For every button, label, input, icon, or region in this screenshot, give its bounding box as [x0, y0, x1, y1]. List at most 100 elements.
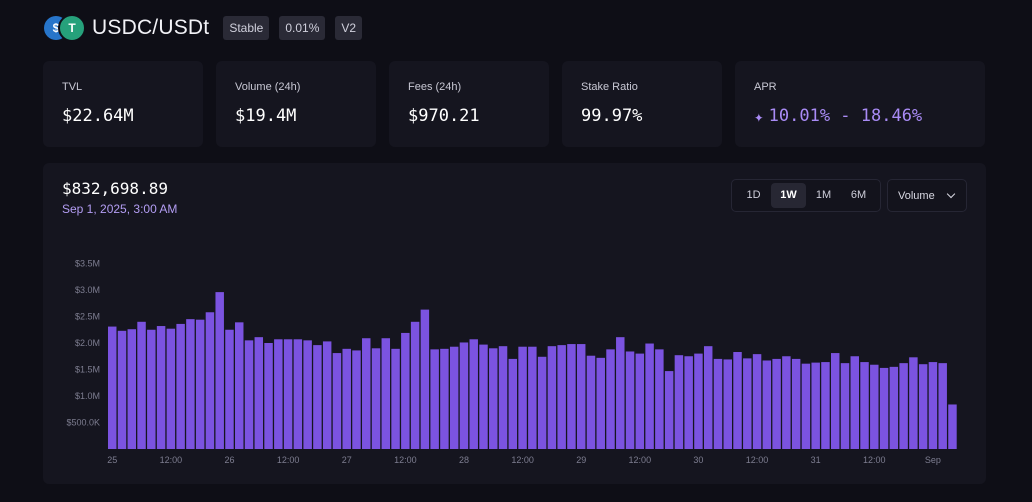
volume-bar[interactable]	[108, 326, 117, 449]
volume-bar[interactable]	[166, 328, 176, 449]
volume-bar[interactable]	[235, 322, 244, 449]
volume-bar[interactable]	[684, 356, 693, 449]
volume-bar[interactable]	[352, 350, 361, 449]
volume-bar[interactable]	[440, 348, 449, 449]
volume-bar[interactable]	[811, 362, 820, 449]
volume-bar[interactable]	[625, 351, 635, 449]
volume-bar[interactable]	[303, 340, 312, 449]
volume-bar[interactable]	[899, 363, 908, 449]
volume-bar[interactable]	[244, 340, 254, 449]
volume-bar[interactable]	[772, 358, 781, 449]
x-tick-label: 12:00	[629, 455, 652, 465]
volume-bar[interactable]	[117, 330, 127, 449]
volume-bar[interactable]	[215, 292, 224, 449]
volume-bar[interactable]	[606, 349, 615, 449]
volume-bar[interactable]	[147, 329, 156, 449]
volume-bar[interactable]	[469, 339, 478, 449]
volume-bar[interactable]	[518, 346, 527, 449]
volume-bar[interactable]	[733, 352, 742, 449]
volume-bar[interactable]	[391, 348, 400, 449]
volume-bar[interactable]	[664, 371, 674, 449]
volume-bar[interactable]	[703, 346, 713, 449]
volume-bar[interactable]	[596, 357, 605, 449]
volume-bar[interactable]	[371, 348, 381, 449]
volume-bar[interactable]	[840, 363, 850, 449]
volume-bar[interactable]	[860, 362, 869, 449]
hover-date: Sep 1, 2025, 3:00 AM	[62, 202, 178, 216]
volume-bar[interactable]	[782, 356, 791, 449]
volume-bar[interactable]	[156, 326, 166, 449]
volume-bar[interactable]	[381, 338, 391, 449]
volume-bar[interactable]	[322, 341, 332, 449]
volume-bar[interactable]	[645, 343, 654, 449]
volume-bar[interactable]	[948, 404, 957, 449]
volume-bar[interactable]	[723, 359, 732, 449]
volume-bar[interactable]	[332, 353, 342, 449]
x-tick-label: 12:00	[863, 455, 886, 465]
volume-bar[interactable]	[694, 353, 703, 449]
volume-bar[interactable]	[254, 337, 264, 449]
volume-bar[interactable]	[508, 358, 518, 449]
volume-bar[interactable]	[567, 344, 576, 449]
range-tab-6m[interactable]: 6M	[850, 189, 867, 201]
volume-bar[interactable]	[401, 332, 410, 449]
volume-bar[interactable]	[313, 345, 322, 449]
volume-bar[interactable]	[449, 346, 459, 449]
volume-bar[interactable]	[264, 343, 273, 449]
volume-bar[interactable]	[410, 321, 420, 449]
volume-bar[interactable]	[479, 344, 488, 449]
volume-bar[interactable]	[870, 364, 879, 449]
volume-bar[interactable]	[489, 348, 498, 449]
metric-select[interactable]: Volume	[887, 179, 967, 212]
volume-bar[interactable]	[205, 312, 215, 449]
volume-bar[interactable]	[528, 346, 537, 449]
volume-bar[interactable]	[918, 364, 928, 449]
volume-bar[interactable]	[586, 355, 596, 449]
range-tab-1d[interactable]: 1D	[746, 189, 761, 201]
volume-chart[interactable]: $500.0K $1.0M $1.5M $2.0M $2.5M $3.0M $3.5M 25 1…	[43, 163, 986, 484]
volume-bar[interactable]	[743, 358, 752, 449]
volume-bar[interactable]	[342, 348, 351, 449]
volume-bar[interactable]	[274, 339, 283, 449]
volume-bar[interactable]	[137, 321, 146, 449]
volume-bar[interactable]	[283, 339, 293, 449]
volume-bar[interactable]	[889, 366, 899, 449]
volume-bar[interactable]	[557, 345, 566, 449]
volume-bar[interactable]	[635, 353, 645, 449]
volume-bar[interactable]	[293, 339, 303, 449]
volume-bar[interactable]	[459, 342, 469, 449]
volume-bar[interactable]	[176, 323, 185, 449]
volume-bar[interactable]	[801, 363, 811, 449]
volume-bar[interactable]	[909, 357, 918, 449]
volume-bar[interactable]	[850, 356, 859, 449]
volume-bar[interactable]	[186, 319, 195, 449]
volume-bar[interactable]	[762, 360, 772, 449]
volume-bar[interactable]	[225, 329, 234, 449]
volume-bar[interactable]	[127, 329, 137, 449]
volume-bar[interactable]	[362, 338, 371, 449]
volume-bar[interactable]	[430, 349, 439, 449]
volume-bar[interactable]	[537, 356, 547, 449]
volume-bar[interactable]	[655, 349, 664, 449]
volume-bar[interactable]	[821, 362, 830, 449]
range-tab-1m[interactable]: 1M	[815, 189, 832, 201]
volume-bar[interactable]	[547, 346, 557, 449]
volume-bar[interactable]	[420, 309, 430, 449]
fees-card: Fees (24h) $970.21	[389, 61, 549, 147]
volume-bar[interactable]	[498, 346, 508, 449]
volume-bar[interactable]	[195, 319, 205, 449]
volume-bar[interactable]	[752, 354, 762, 449]
range-tab-1w[interactable]: 1W	[771, 183, 806, 208]
volume-bar[interactable]	[791, 358, 801, 449]
volume-bar[interactable]	[713, 358, 723, 449]
volume-bar[interactable]	[576, 344, 586, 449]
pool-type-badge: Stable	[223, 16, 270, 40]
volume-bar[interactable]	[616, 337, 625, 449]
version-badge: V2	[335, 16, 363, 40]
volume-bar[interactable]	[674, 355, 684, 449]
x-tick-label: 31	[811, 455, 821, 465]
volume-bar[interactable]	[928, 362, 938, 449]
volume-bar[interactable]	[879, 367, 889, 449]
volume-bar[interactable]	[938, 363, 947, 449]
volume-bar[interactable]	[830, 353, 840, 449]
